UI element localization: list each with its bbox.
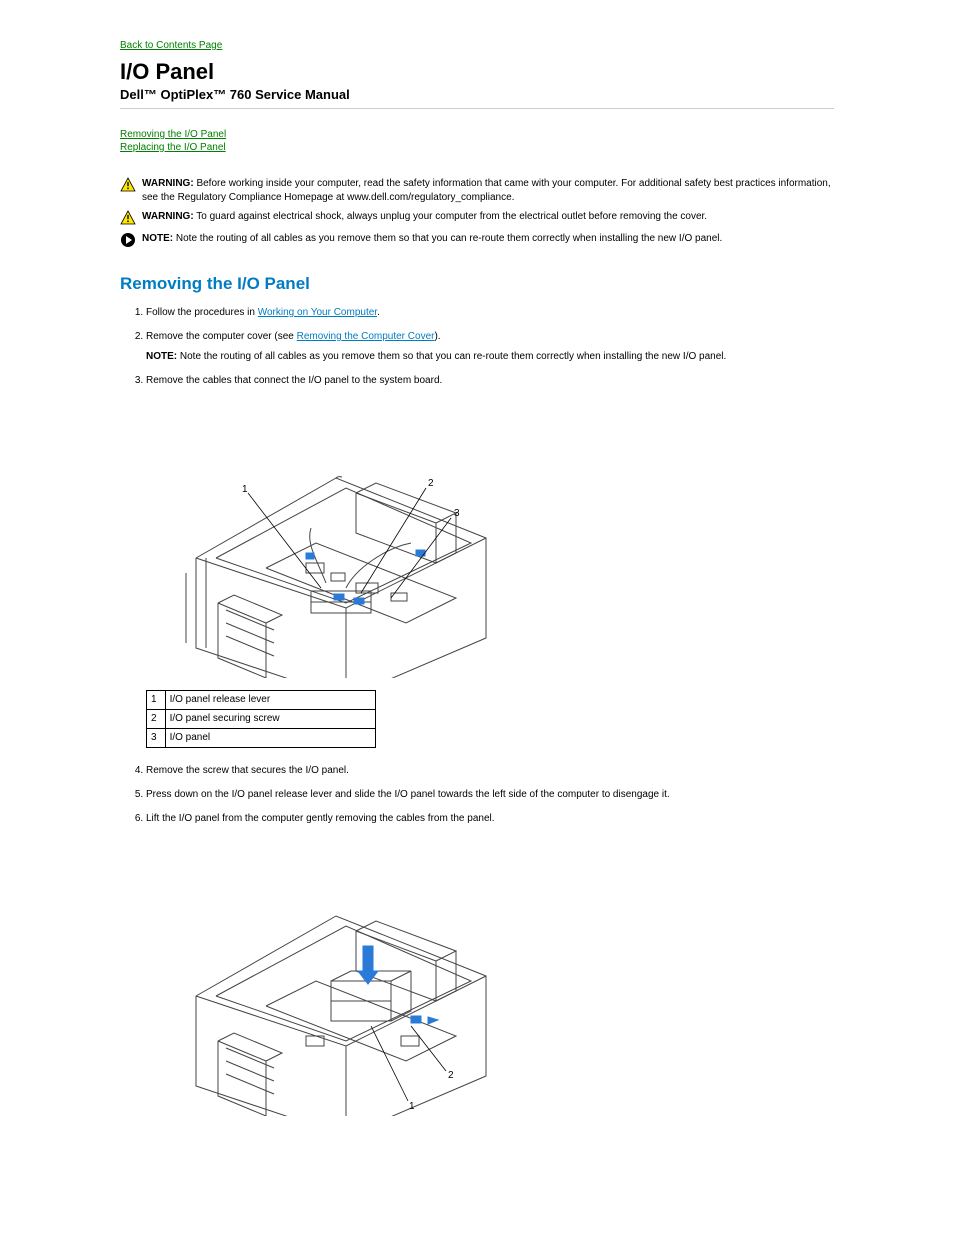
notice-label: NOTE: <box>142 233 173 244</box>
figure-1: 1 2 3 <box>156 398 834 678</box>
step-2-note-body: Note the routing of all cables as you re… <box>177 351 726 362</box>
warning-1-body: Before working inside your computer, rea… <box>142 178 831 203</box>
step-4: Remove the screw that secures the I/O pa… <box>146 764 834 778</box>
step-2-text: Remove the computer cover (see <box>146 331 297 342</box>
step-6-text: Lift the I/O panel from the computer gen… <box>146 813 495 824</box>
warning-label: WARNING: <box>142 178 194 189</box>
toc-link-removing[interactable]: Removing the I/O Panel <box>120 129 834 140</box>
notice-1: NOTE: Note the routing of all cables as … <box>120 232 834 248</box>
step-2-link[interactable]: Removing the Computer Cover <box>297 331 435 342</box>
step-5-text: Press down on the I/O panel release leve… <box>146 789 670 800</box>
step-2: Remove the computer cover (see Removing … <box>146 330 834 364</box>
caution-icon <box>120 177 136 193</box>
step-3-text: Remove the cables that connect the I/O p… <box>146 375 442 386</box>
procedure-steps: Follow the procedures in Working on Your… <box>120 306 834 1116</box>
step-2-note: NOTE: Note the routing of all cables as … <box>146 350 834 364</box>
warning-1-text: WARNING: Before working inside your comp… <box>142 177 834 204</box>
legend-2-num: 2 <box>147 709 166 728</box>
step-3: Remove the cables that connect the I/O p… <box>146 374 834 748</box>
title-rule <box>120 108 834 109</box>
notice-1-text: NOTE: Note the routing of all cables as … <box>142 232 722 246</box>
step-1-link[interactable]: Working on Your Computer <box>258 307 377 318</box>
section-removing-heading: Removing the I/O Panel <box>120 274 834 294</box>
toc-link-replacing[interactable]: Replacing the I/O Panel <box>120 142 834 153</box>
svg-text:1: 1 <box>242 484 248 495</box>
legend-1-label: I/O panel release lever <box>165 690 375 709</box>
step-4-text: Remove the screw that secures the I/O pa… <box>146 765 349 776</box>
svg-text:2: 2 <box>448 1070 454 1081</box>
warning-2: WARNING: To guard against electrical sho… <box>120 210 834 226</box>
figure-2: 1 2 <box>156 836 834 1116</box>
legend-2-label: I/O panel securing screw <box>165 709 375 728</box>
notice-1-body: Note the routing of all cables as you re… <box>173 233 722 244</box>
warning-label: WARNING: <box>142 211 194 222</box>
step-1: Follow the procedures in Working on Your… <box>146 306 834 320</box>
legend-row-2: 2 I/O panel securing screw <box>147 709 376 728</box>
step-5: Press down on the I/O panel release leve… <box>146 788 834 802</box>
warning-2-text: WARNING: To guard against electrical sho… <box>142 210 707 224</box>
legend-row-1: 1 I/O panel release lever <box>147 690 376 709</box>
step-1-text: Follow the procedures in <box>146 307 258 318</box>
warning-2-body: To guard against electrical shock, alway… <box>194 211 707 222</box>
back-to-contents-link[interactable]: Back to Contents Page <box>120 40 834 51</box>
legend-3-label: I/O panel <box>165 728 375 747</box>
step-1-after: . <box>377 307 380 318</box>
legend-1-num: 1 <box>147 690 166 709</box>
page-title: I/O Panel <box>120 59 834 85</box>
legend-3-num: 3 <box>147 728 166 747</box>
warning-1: WARNING: Before working inside your comp… <box>120 177 834 204</box>
svg-text:3: 3 <box>454 508 460 519</box>
legend-row-3: 3 I/O panel <box>147 728 376 747</box>
page-subtitle: Dell™ OptiPlex™ 760 Service Manual <box>120 87 834 102</box>
figure-1-legend: 1 I/O panel release lever 2 I/O panel se… <box>146 690 376 748</box>
notice-icon <box>120 232 136 248</box>
caution-icon <box>120 210 136 226</box>
toc-links: Removing the I/O Panel Replacing the I/O… <box>120 129 834 153</box>
step-6: Lift the I/O panel from the computer gen… <box>146 812 834 1116</box>
step-2-note-label: NOTE: <box>146 351 177 362</box>
svg-text:1: 1 <box>409 1101 415 1112</box>
svg-text:2: 2 <box>428 478 434 489</box>
step-2-after: ). <box>434 331 440 342</box>
